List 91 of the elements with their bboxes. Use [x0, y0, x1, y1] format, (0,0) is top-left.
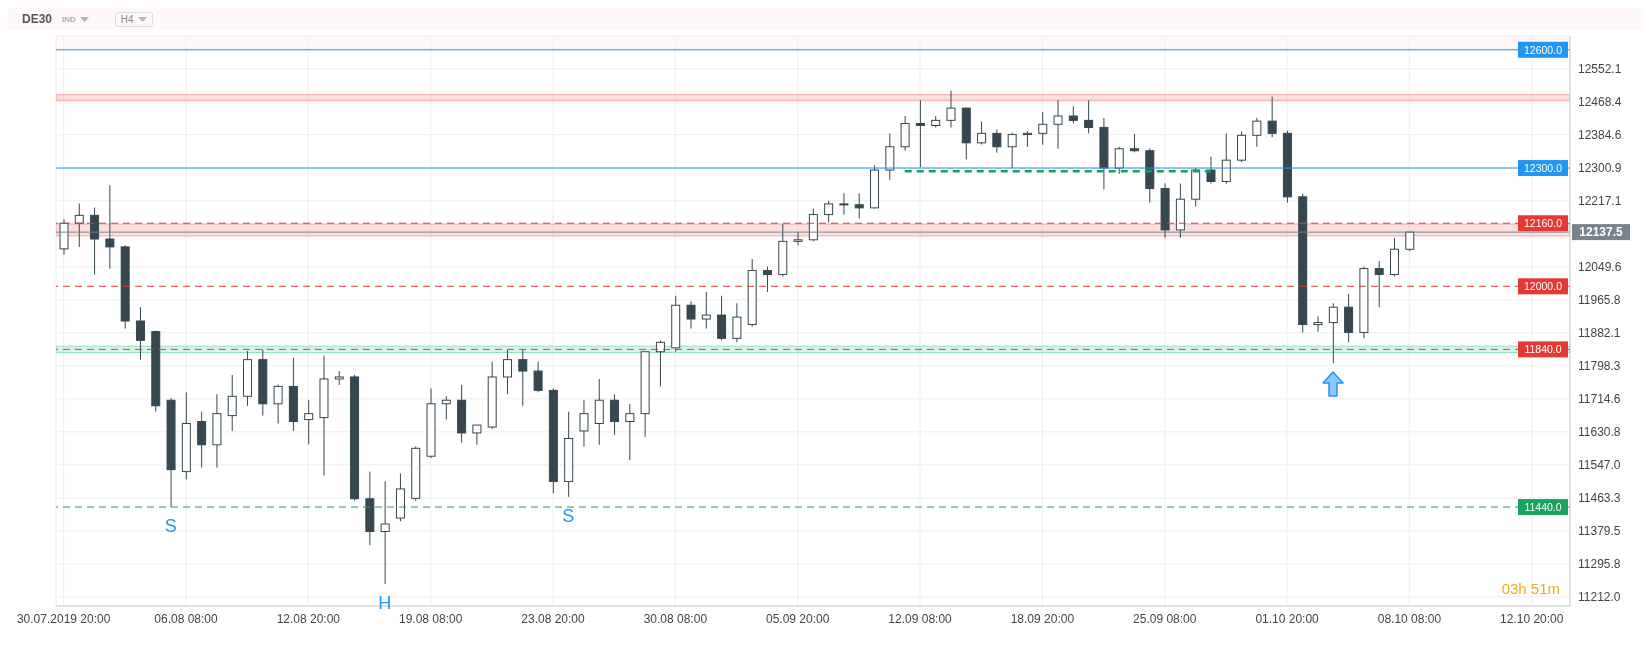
x-tick-label: 25.09 08:00 [1133, 611, 1197, 626]
y-tick-label: 11379.5 [1578, 524, 1621, 539]
x-tick-label: 23.08 20:00 [521, 611, 586, 626]
y-tick-label: 11882.1 [1578, 326, 1621, 341]
candlestick [227, 374, 237, 432]
x-tick-label: 01.10 20:00 [1255, 611, 1320, 626]
ref-line-label: 11440.0 [1524, 501, 1562, 514]
y-tick-label: 11295.8 [1578, 557, 1621, 572]
x-tick-label: 05.09 20:00 [766, 611, 830, 626]
candlestick [686, 300, 696, 329]
ref-line-label: 12000.0 [1524, 280, 1563, 293]
candlestick [518, 349, 528, 407]
annotation: 03h 51m [1501, 580, 1560, 597]
candlestick [1130, 133, 1140, 153]
candlestick [885, 132, 895, 181]
candlestick [1313, 315, 1323, 333]
candlestick [824, 200, 834, 223]
x-tick-label: 12.09 08:00 [888, 611, 953, 626]
candlestick [915, 99, 925, 168]
y-tick-label: 12300.9 [1578, 160, 1622, 175]
y-tick-label: 12217.1 [1578, 193, 1622, 208]
candlestick [90, 206, 100, 275]
candlestick [732, 302, 742, 343]
candlestick [610, 393, 620, 436]
candlestick [1007, 132, 1017, 169]
x-tick-label: 30.07.2019 20:00 [16, 611, 111, 626]
candlestick [1053, 99, 1063, 150]
candlestick [1206, 156, 1216, 184]
ref-line-label: 12160.0 [1524, 217, 1563, 230]
x-tick-label: 12.08 20:00 [276, 611, 341, 626]
y-tick-label: 11463.3 [1578, 491, 1621, 506]
candlestick [946, 90, 956, 128]
candlestick [1252, 117, 1262, 148]
candlestick [839, 192, 849, 216]
candlestick [135, 306, 145, 361]
candlestick [1084, 99, 1094, 134]
candlestick [197, 411, 207, 469]
candlestick [1221, 132, 1231, 185]
candlestick [1038, 111, 1048, 146]
x-tick-label: 18.09 20:00 [1010, 611, 1075, 626]
ref-line-label: 11840.0 [1524, 343, 1562, 356]
candlestick [701, 291, 711, 329]
annotation: S [164, 515, 177, 536]
candlestick [1374, 260, 1384, 308]
candlestick [503, 349, 512, 395]
text: H4 [114, 11, 153, 27]
candlestick [74, 203, 84, 248]
ref-line-label: 12300.0 [1524, 162, 1563, 175]
y-tick-label: 12049.6 [1578, 260, 1622, 275]
annotation: S [562, 505, 575, 526]
chart-title: DE30 [22, 12, 53, 26]
y-tick-label: 11212.0 [1578, 590, 1621, 605]
x-tick-label: 19.08 08:00 [398, 611, 463, 626]
y-tick-label: 12552.1 [1578, 61, 1622, 76]
candlestick [854, 192, 864, 220]
x-tick-label: 12.10 20:00 [1500, 611, 1564, 626]
annotation: H [378, 592, 392, 613]
y-tick-label: 11630.8 [1578, 425, 1621, 440]
ref-line-label: 12600.0 [1524, 43, 1563, 56]
candlestick [441, 395, 451, 421]
candlestick [717, 295, 727, 341]
candlestick [1267, 96, 1277, 138]
y-tick-label: 12468.4 [1578, 94, 1622, 109]
candlestick [1328, 302, 1338, 364]
candlestick [625, 403, 635, 461]
text: IND [62, 14, 76, 24]
x-tick-label: 30.08 08:00 [643, 611, 708, 626]
y-tick-label: 11547.0 [1578, 458, 1621, 473]
candlestick [472, 424, 482, 446]
candlestick [594, 378, 604, 446]
candlestick [762, 266, 772, 293]
y-tick-label: 11965.8 [1578, 293, 1621, 308]
x-tick-label: 06.08 08:00 [154, 611, 219, 626]
candlestick [105, 184, 115, 270]
ref-line-label: 12137.5 [1579, 225, 1624, 240]
y-tick-label: 11798.3 [1578, 359, 1621, 374]
candlestick [304, 399, 314, 445]
candlestick [900, 115, 910, 152]
candlestick [1022, 130, 1032, 148]
candlestick [655, 339, 665, 387]
candlestick [380, 480, 390, 585]
candlestick [273, 383, 283, 424]
candlestick [992, 128, 1002, 154]
candlestick [977, 121, 987, 145]
y-tick-label: 12384.6 [1578, 127, 1622, 142]
candlestick [533, 361, 543, 393]
candlestick [579, 399, 589, 448]
candlestick [1114, 146, 1124, 175]
y-tick-label: 11714.6 [1578, 392, 1621, 407]
candlestick [793, 231, 803, 246]
x-tick-label: 08.10 08:00 [1377, 611, 1442, 626]
